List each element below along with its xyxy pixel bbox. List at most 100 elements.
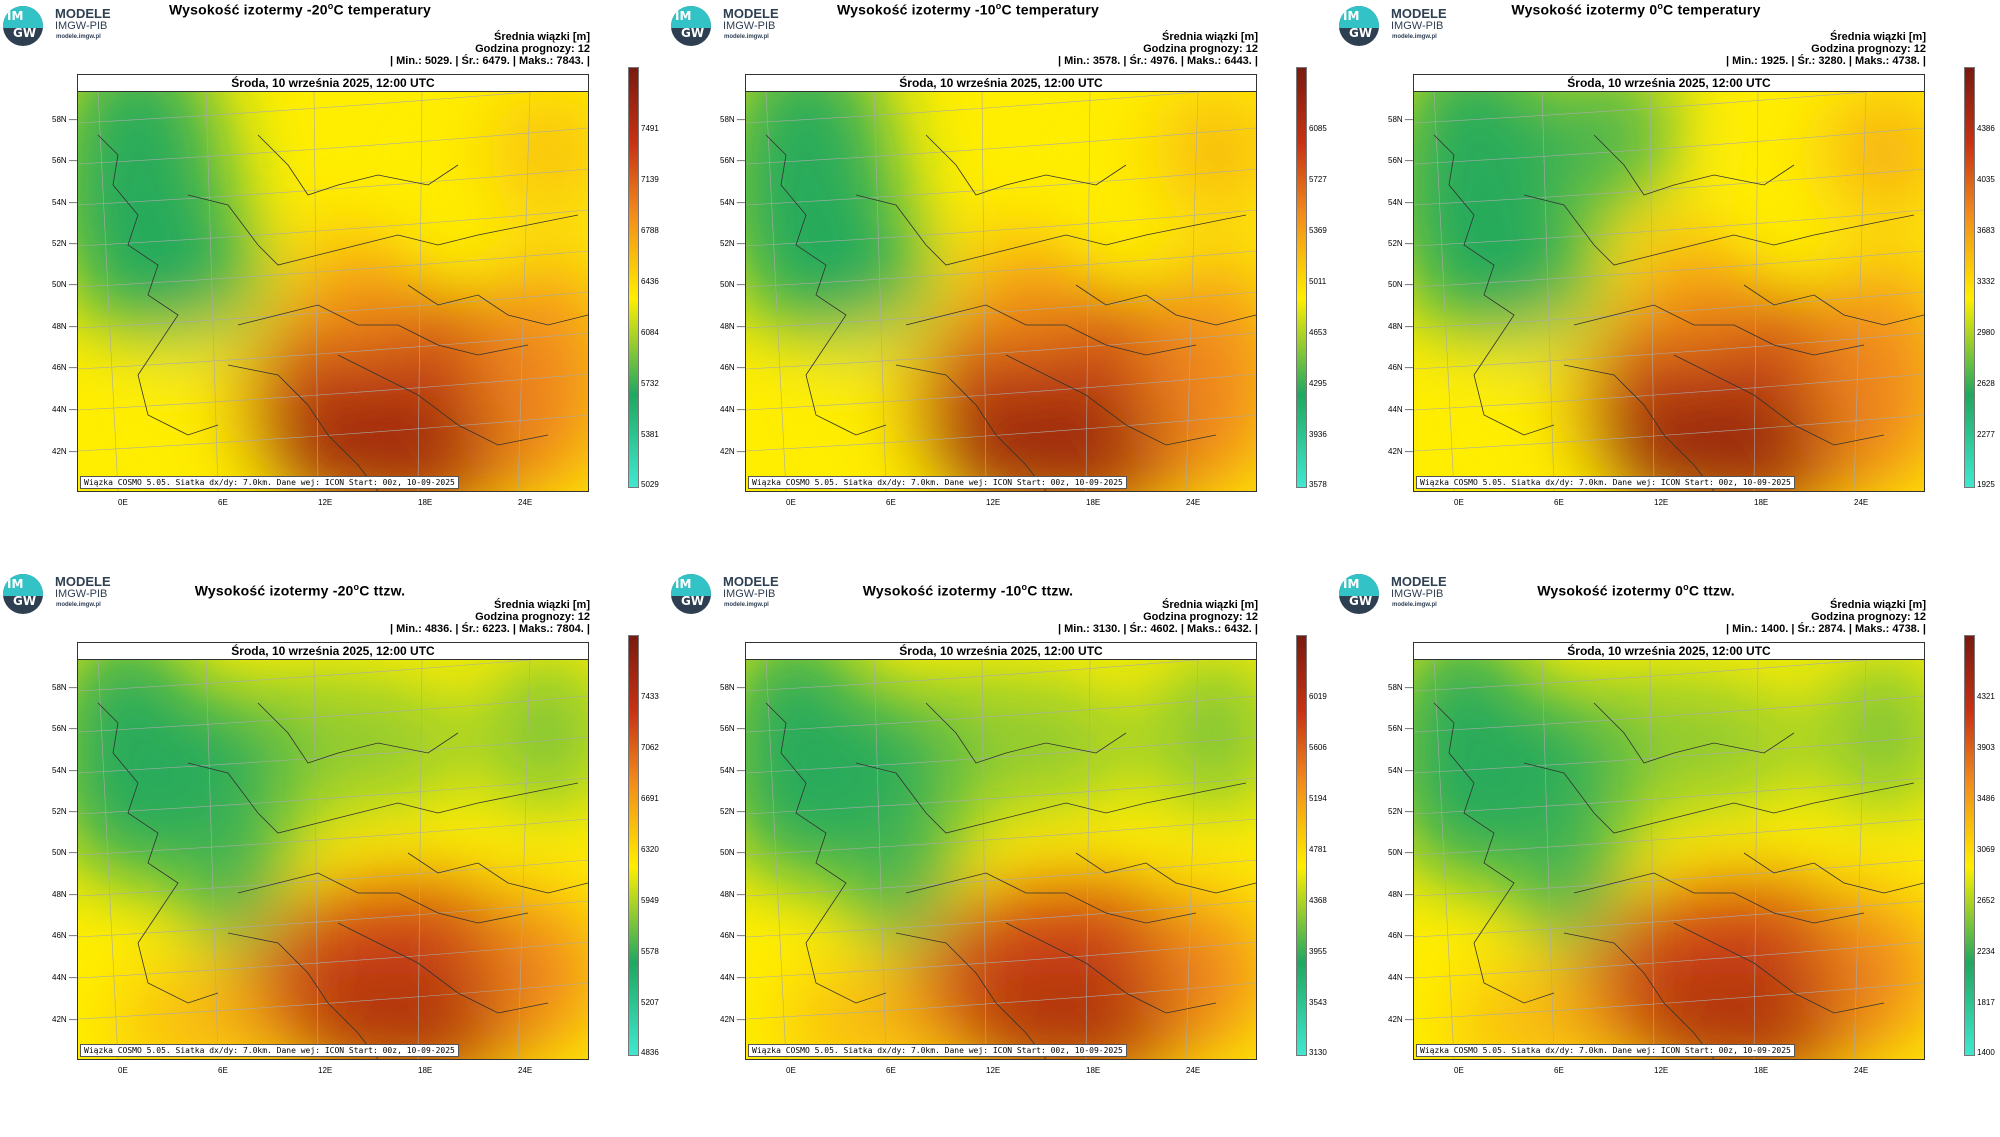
- map-field: [78, 643, 588, 1059]
- logo-line2: IMGW-PIB: [1391, 20, 1444, 32]
- lat-label: 56N —: [1388, 156, 1413, 165]
- lon-label: 0E: [1454, 498, 1464, 507]
- lat-label: 50N —: [720, 848, 745, 857]
- map-panel: IM GW MODELE IMGW-PIB modele.imgw.pl Wysokość…: [0, 570, 659, 1130]
- info-forecast-hour: Godzina prognozy: 12: [1811, 611, 1926, 623]
- lat-label: 48N —: [1388, 322, 1413, 331]
- info-forecast-hour: Godzina prognozy: 12: [1143, 43, 1258, 55]
- panel-title: Wysokość izotermy -20oC ttzw.: [194, 582, 406, 599]
- scale-label: 4368: [1309, 896, 1327, 905]
- lon-label: 6E: [886, 1066, 896, 1075]
- lat-label: 46N —: [720, 363, 745, 372]
- logo-gw: GW: [1349, 26, 1373, 40]
- panel-title: Wysokość izotermy -10oC ttzw.: [862, 582, 1074, 599]
- scale-label: 5207: [641, 998, 659, 1007]
- map-date: Środa, 10 września 2025, 12:00 UTC: [78, 75, 588, 92]
- lat-label: 48N —: [720, 322, 745, 331]
- scale-label: 7139: [641, 175, 659, 184]
- map-panel: IM GW MODELE IMGW-PIB modele.imgw.pl Wysokość…: [668, 1, 1327, 562]
- lon-label: 0E: [786, 498, 796, 507]
- lat-label: 50N —: [52, 280, 77, 289]
- logo-badge: IM GW: [671, 6, 711, 46]
- lat-label: 44N —: [720, 405, 745, 414]
- scale-label: 3130: [1309, 1048, 1327, 1057]
- forecast-map: Środa, 10 września 2025, 12:00 UTC Wiązka…: [1413, 74, 1925, 492]
- info-stats: | Min.: 3578. | Śr.: 4976. | Maks.: 6443…: [1057, 55, 1258, 67]
- lon-label: 24E: [1854, 1066, 1869, 1075]
- color-scale: [1964, 67, 1975, 488]
- scale-label: 6019: [1309, 692, 1327, 701]
- forecast-map: Środa, 10 września 2025, 12:00 UTC Wiązka…: [1413, 642, 1925, 1060]
- lat-label: 46N —: [1388, 931, 1413, 940]
- logo-line2: IMGW-PIB: [1391, 588, 1444, 600]
- logo-badge: IM GW: [671, 574, 711, 614]
- lon-label: 6E: [218, 498, 228, 507]
- map-field: [1414, 75, 1924, 491]
- lon-label: 18E: [418, 498, 433, 507]
- lat-label: 54N —: [720, 766, 745, 775]
- lon-label: 0E: [118, 498, 128, 507]
- lat-label: 52N —: [720, 807, 745, 816]
- logo-line2: IMGW-PIB: [723, 588, 776, 600]
- scale-label: 7491: [641, 124, 659, 133]
- scale-label: 4386: [1977, 124, 1995, 133]
- logo-line2: IMGW-PIB: [55, 20, 108, 32]
- lat-label: 50N —: [52, 848, 77, 857]
- imgw-logo: IM GW MODELE IMGW-PIB modele.imgw.pl: [3, 3, 123, 49]
- panel-title: Wysokość izotermy 0oC temperatury: [1511, 1, 1761, 18]
- lat-label: 56N —: [720, 724, 745, 733]
- lat-label: 54N —: [52, 198, 77, 207]
- lon-label: 18E: [418, 1066, 433, 1075]
- scale-label: 3955: [1309, 947, 1327, 956]
- map-footer: Wiązka COSMO 5.05. Siatka dx/dy: 7.0km. …: [748, 476, 1127, 489]
- lat-label: 42N —: [1388, 1015, 1413, 1024]
- logo-badge: IM GW: [3, 574, 43, 614]
- scale-label: 7062: [641, 743, 659, 752]
- info-mean-label: Średnia wiązki [m]: [1830, 599, 1926, 611]
- lon-label: 12E: [1654, 498, 1669, 507]
- panel-title: Wysokość izotermy -20oC temperatury: [168, 1, 431, 18]
- lat-label: 50N —: [1388, 848, 1413, 857]
- lat-label: 42N —: [720, 447, 745, 456]
- map-panel: IM GW MODELE IMGW-PIB modele.imgw.pl Wysokość…: [1336, 1, 1995, 562]
- lat-label: 50N —: [720, 280, 745, 289]
- logo-im: IM: [1343, 577, 1360, 591]
- info-mean-label: Średnia wiązki [m]: [1162, 31, 1258, 43]
- lon-label: 24E: [518, 498, 533, 507]
- map-date: Środa, 10 września 2025, 12:00 UTC: [746, 643, 1256, 660]
- info-mean-label: Średnia wiązki [m]: [494, 599, 590, 611]
- scale-label: 3543: [1309, 998, 1327, 1007]
- logo-line1: MODELE: [723, 574, 779, 589]
- logo-line3: modele.imgw.pl: [1392, 602, 1437, 608]
- color-scale: [628, 67, 639, 488]
- logo-line2: IMGW-PIB: [55, 588, 108, 600]
- forecast-map: Środa, 10 września 2025, 12:00 UTC Wiązka…: [745, 74, 1257, 492]
- logo-gw: GW: [13, 594, 37, 608]
- color-scale: [1296, 635, 1307, 1056]
- map-date: Środa, 10 września 2025, 12:00 UTC: [78, 643, 588, 660]
- scale-label: 1925: [1977, 480, 1995, 489]
- scale-label: 5732: [641, 379, 659, 388]
- lon-label: 18E: [1086, 498, 1101, 507]
- map-footer: Wiązka COSMO 5.05. Siatka dx/dy: 7.0km. …: [748, 1044, 1127, 1057]
- scale-label: 3332: [1977, 277, 1995, 286]
- forecast-map: Środa, 10 września 2025, 12:00 UTC Wiązka…: [77, 642, 589, 1060]
- color-scale: [1296, 67, 1307, 488]
- logo-line1: MODELE: [1391, 6, 1447, 21]
- lat-label: 54N —: [720, 198, 745, 207]
- info-stats: | Min.: 1400. | Śr.: 2874. | Maks.: 4738…: [1725, 623, 1926, 635]
- logo-line3: modele.imgw.pl: [56, 602, 101, 608]
- logo-im: IM: [675, 9, 692, 23]
- lat-label: 58N —: [52, 683, 77, 692]
- scale-label: 2234: [1977, 947, 1995, 956]
- info-forecast-hour: Godzina prognozy: 12: [1811, 43, 1926, 55]
- scale-label: 1817: [1977, 998, 1995, 1007]
- scale-label: 4781: [1309, 845, 1327, 854]
- lat-label: 52N —: [52, 807, 77, 816]
- scale-label: 3486: [1977, 794, 1995, 803]
- lat-label: 46N —: [1388, 363, 1413, 372]
- scale-label: 5727: [1309, 175, 1327, 184]
- scale-label: 1400: [1977, 1048, 1995, 1057]
- logo-line1: MODELE: [723, 6, 779, 21]
- imgw-logo: IM GW MODELE IMGW-PIB modele.imgw.pl: [3, 571, 123, 617]
